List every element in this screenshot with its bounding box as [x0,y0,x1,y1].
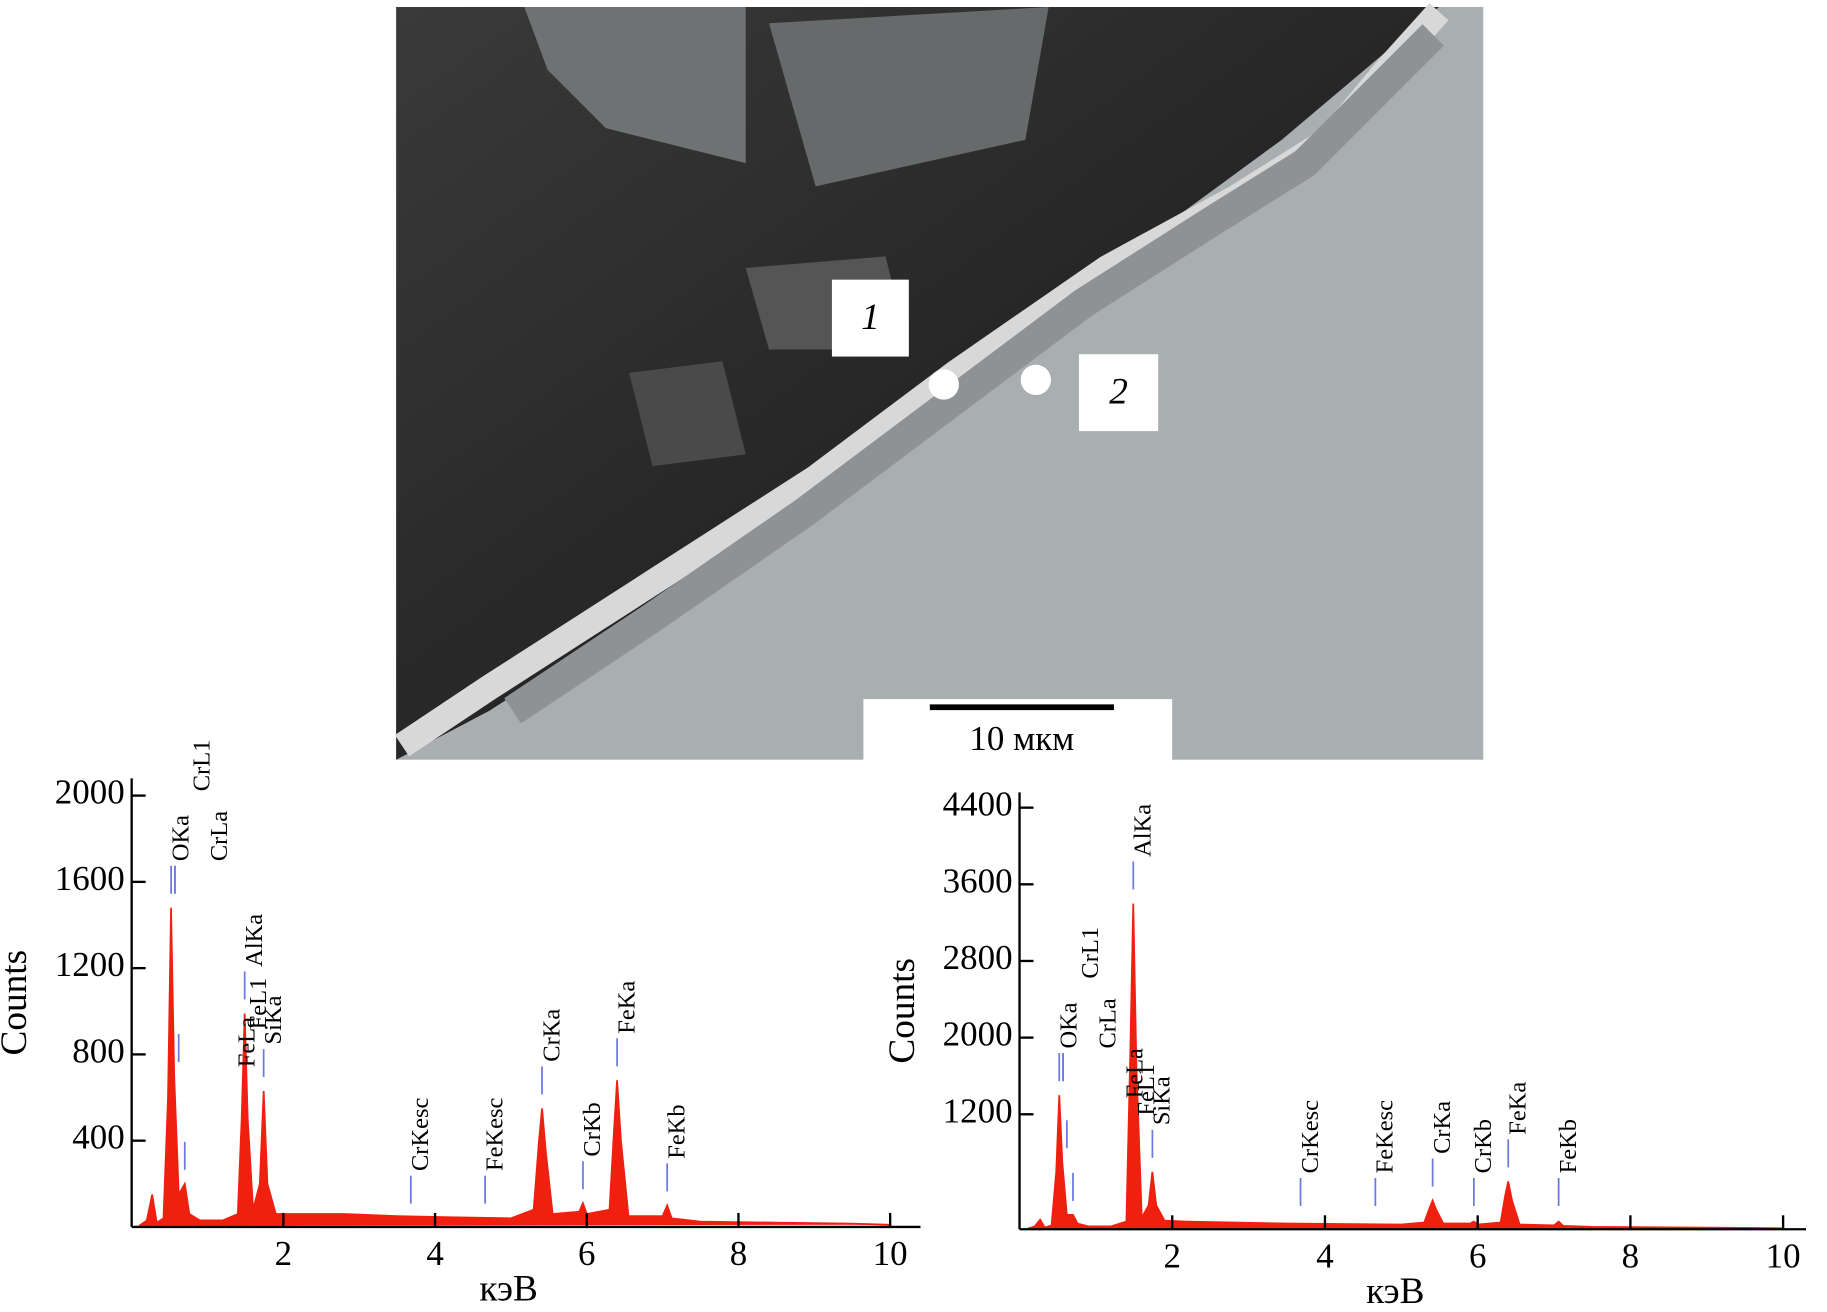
peak-label: OKa [167,815,194,861]
peak-label: AlKa [1130,804,1157,857]
peak-label: FeKa [1504,1082,1531,1135]
peak-label: FeL1 [245,978,272,1030]
x-tick-label: 4 [1316,1237,1333,1276]
scale-bar-label: 10 мкм [969,719,1074,758]
peak-label: CrLa [1094,998,1121,1048]
x-axis-title: кэВ [479,1269,537,1310]
peak-label: CrL1 [1077,927,1104,979]
peak-label: CrKesc [407,1098,434,1171]
spectrum [1026,903,1784,1230]
x-tick-label: 8 [730,1234,747,1273]
x-tick-label: 8 [1622,1237,1639,1276]
y-axis-title: Counts [0,950,35,1056]
x-tick-label: 6 [578,1234,595,1273]
point-label: 2 [1109,372,1128,413]
y-tick-label: 4400 [943,785,1013,824]
peak-label: FeKb [663,1104,690,1158]
y-tick-label: 1200 [943,1091,1013,1130]
peak-label: SiKa [260,995,287,1044]
peak-label: CrL1 [189,740,216,792]
peak-label: CrLa [206,811,233,861]
spectrum [138,907,891,1227]
y-tick-label: 2000 [943,1015,1013,1054]
peak-label: CrKb [579,1102,606,1156]
sem-image: 1 2 10 мкм [394,3,1484,770]
peak-label: FeL1 [1133,1064,1160,1116]
y-tick-label: 800 [72,1031,124,1070]
y-tick-label: 2800 [943,938,1013,977]
peak-label: FeKesc [481,1098,508,1171]
x-tick-label: 2 [275,1234,292,1273]
x-tick-label: 10 [873,1234,908,1273]
peak-label: FeLa [233,1017,260,1067]
x-tick-label: 6 [1469,1237,1486,1276]
peak-label: AlKa [241,914,268,967]
peak-label: CrKa [1429,1101,1456,1154]
peak-label: FeKa [613,981,640,1034]
y-tick-label: 1600 [55,859,125,898]
y-tick-label: 400 [72,1118,124,1157]
y-tick-label: 2000 [55,773,125,812]
peak-label: OKa [1055,1002,1082,1048]
peak-label: CrKb [1470,1119,1497,1173]
y-tick-label: 1200 [55,945,125,984]
peak-label: FeKb [1555,1119,1582,1173]
x-tick-label: 2 [1164,1237,1181,1276]
x-tick-label: 4 [426,1234,443,1273]
x-tick-label: 10 [1766,1237,1801,1276]
peak-label: SiKa [1149,1076,1176,1125]
y-tick-label: 3600 [943,861,1013,900]
peak-label: CrKa [538,1009,565,1062]
point-label: 1 [861,297,880,338]
x-axis-title: кэВ [1366,1271,1424,1312]
peak-label: CrKesc [1297,1100,1324,1173]
y-axis-title: Counts [882,958,923,1064]
peak-label: FeLa [1122,1048,1149,1098]
peak-label: FeKesc [1372,1100,1399,1173]
